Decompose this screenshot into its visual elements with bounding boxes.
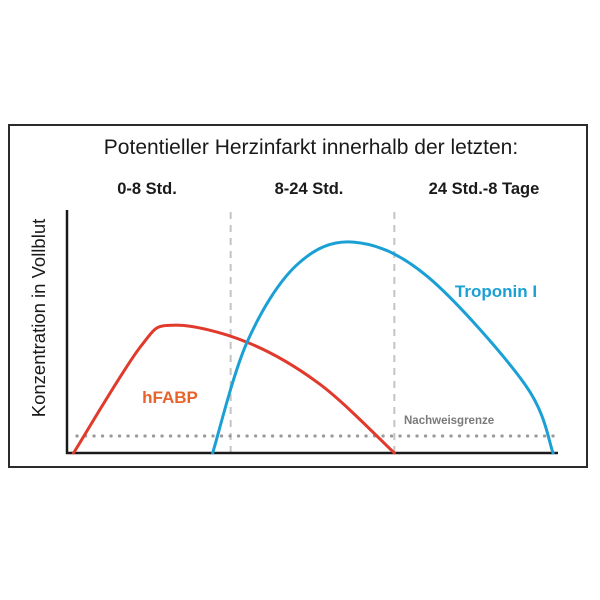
y-axis-label: Konzentration in Vollblut	[28, 219, 49, 418]
series-line-troponin-i	[211, 240, 555, 455]
series-label-troponin-i: Troponin I	[455, 282, 537, 301]
detection-limit-label: Nachweisgrenze	[404, 415, 494, 427]
plot-area: Nachweisgrenze hFABP Troponin I	[65, 210, 560, 455]
chart-title: Potentieller Herzinfarkt innerhalb der l…	[104, 136, 518, 159]
period-label-1: 0-8 Std.	[117, 180, 177, 198]
period-label-2: 8-24 Std.	[275, 180, 344, 198]
series-line-hfabp	[72, 323, 396, 455]
series-label-hfabp: hFABP	[142, 388, 198, 407]
period-label-3: 24 Std.-8 Tage	[429, 180, 540, 198]
chart-frame	[8, 124, 588, 468]
